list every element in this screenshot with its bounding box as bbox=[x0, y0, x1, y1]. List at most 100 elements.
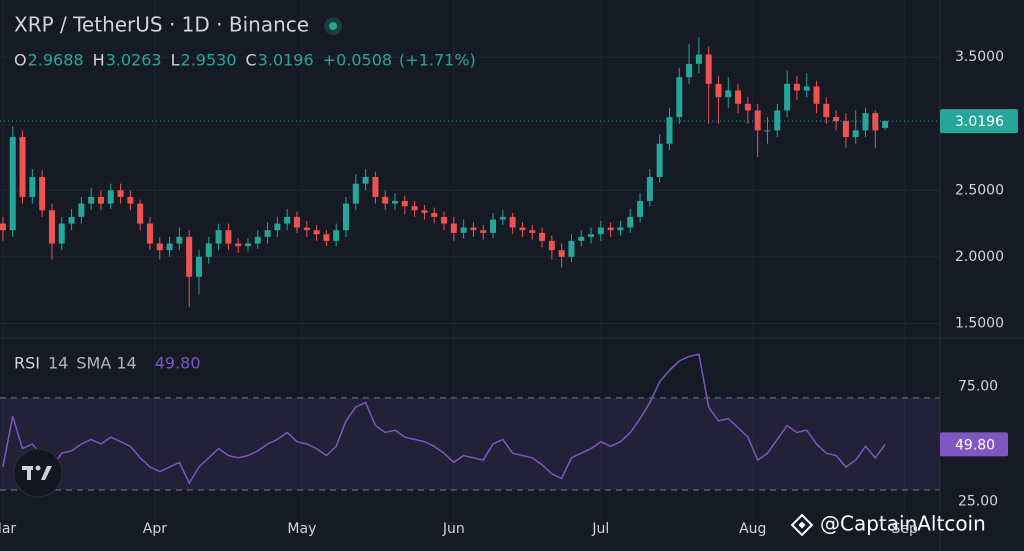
y-tick-label: 1.5000 bbox=[955, 315, 1004, 331]
status-dot-inner bbox=[329, 22, 338, 30]
ohlc-value: 3.0196 bbox=[258, 51, 314, 70]
candle-body bbox=[195, 256, 202, 277]
ohlc-change: +0.0508 bbox=[323, 51, 392, 70]
candle-body bbox=[215, 230, 222, 244]
candle-body bbox=[597, 227, 604, 235]
last-price-tag bbox=[940, 109, 1018, 134]
candle-body bbox=[774, 110, 781, 131]
candle-body bbox=[97, 196, 104, 204]
candle-body bbox=[166, 243, 173, 251]
candle-body bbox=[450, 223, 457, 233]
candle-body bbox=[656, 143, 663, 177]
x-tick-label: Aug bbox=[739, 521, 766, 537]
candle-body bbox=[470, 227, 477, 231]
candle-body bbox=[284, 216, 291, 224]
ohlc-value: 3.0263 bbox=[106, 51, 162, 70]
candle-body bbox=[117, 190, 124, 197]
candle-body bbox=[0, 223, 6, 231]
ohlc-key: O bbox=[14, 51, 27, 70]
candle-body bbox=[666, 117, 673, 144]
candle-body bbox=[9, 137, 16, 231]
rsi-value: 49.80 bbox=[155, 354, 201, 373]
candle-body bbox=[29, 176, 36, 197]
candle-body bbox=[695, 54, 702, 64]
candle-body bbox=[362, 176, 369, 184]
ohlc-key: L bbox=[171, 51, 180, 70]
candle-body bbox=[186, 236, 193, 277]
candle-body bbox=[607, 227, 614, 231]
candle-body bbox=[509, 216, 516, 228]
candle-body bbox=[588, 234, 595, 237]
y-tick-label: 3.5000 bbox=[955, 49, 1004, 65]
candle-body bbox=[303, 227, 310, 231]
candle-body bbox=[254, 236, 261, 244]
candle-body bbox=[264, 230, 271, 237]
rsi-tick-label: 25.00 bbox=[958, 494, 998, 510]
x-tick-label: Jun bbox=[442, 521, 465, 537]
rsi-value-tag bbox=[940, 432, 1008, 457]
candle-body bbox=[78, 203, 85, 217]
candle-body bbox=[744, 103, 751, 111]
candle-body bbox=[127, 196, 134, 204]
candle-body bbox=[137, 203, 144, 224]
candle-body bbox=[862, 113, 869, 131]
candle-body bbox=[676, 77, 683, 118]
candle-body bbox=[88, 196, 95, 204]
candle-body bbox=[401, 200, 408, 207]
candle-body bbox=[58, 223, 65, 244]
candle-body bbox=[205, 243, 212, 257]
candle-body bbox=[646, 176, 653, 201]
candle-body bbox=[627, 216, 634, 228]
ohlc-key: C bbox=[246, 51, 257, 70]
candle-body bbox=[833, 117, 840, 122]
candle-body bbox=[146, 223, 153, 244]
candle-body bbox=[293, 216, 300, 228]
candle-body bbox=[460, 227, 467, 233]
candle-body bbox=[784, 83, 791, 111]
rsi-band bbox=[0, 397, 940, 491]
watermark-icon bbox=[790, 513, 814, 537]
candle-body bbox=[343, 203, 350, 231]
candle-body bbox=[823, 103, 830, 118]
tv-logo bbox=[13, 448, 63, 498]
candle-body bbox=[548, 240, 555, 251]
candle-body bbox=[793, 83, 800, 91]
candle-body bbox=[568, 240, 575, 257]
candle-body bbox=[39, 176, 46, 211]
candle-body bbox=[372, 176, 379, 197]
y-tick-label: 2.0000 bbox=[955, 249, 1004, 265]
candle-body bbox=[578, 236, 585, 241]
candle-body bbox=[490, 219, 497, 233]
candle-body bbox=[686, 63, 693, 78]
rsi-value-tag-label: 49.80 bbox=[955, 437, 995, 453]
candle-body bbox=[882, 121, 889, 128]
rsi-line bbox=[2, 353, 886, 485]
candle-body bbox=[813, 86, 820, 104]
y-tick-label: 2.5000 bbox=[955, 182, 1004, 198]
rsi-sma: SMA 14 bbox=[76, 354, 136, 373]
x-tick-label: May bbox=[287, 521, 316, 537]
candle-body bbox=[735, 90, 742, 104]
ohlc-key: H bbox=[93, 51, 105, 70]
candle-body bbox=[244, 243, 251, 247]
grid bbox=[0, 0, 940, 520]
candle-body bbox=[333, 230, 340, 241]
candle-body bbox=[323, 234, 330, 241]
candle-body bbox=[19, 137, 26, 197]
candle-body bbox=[764, 130, 771, 132]
candle-body bbox=[529, 230, 536, 233]
rsi-params: 14 bbox=[48, 354, 68, 373]
x-tick-label: Sep bbox=[892, 521, 919, 537]
candle-body bbox=[872, 113, 879, 131]
candle-body bbox=[441, 216, 448, 224]
marks bbox=[0, 37, 889, 485]
candle-body bbox=[392, 200, 399, 204]
x-tick-label: Mar bbox=[0, 521, 16, 537]
candle-body bbox=[754, 110, 761, 131]
candle-body bbox=[48, 210, 55, 244]
candle-body bbox=[176, 236, 183, 244]
candle-body bbox=[519, 227, 526, 231]
rsi-tick-label: 75.00 bbox=[958, 378, 998, 394]
watermark: @CaptainAltcoin bbox=[820, 512, 986, 536]
